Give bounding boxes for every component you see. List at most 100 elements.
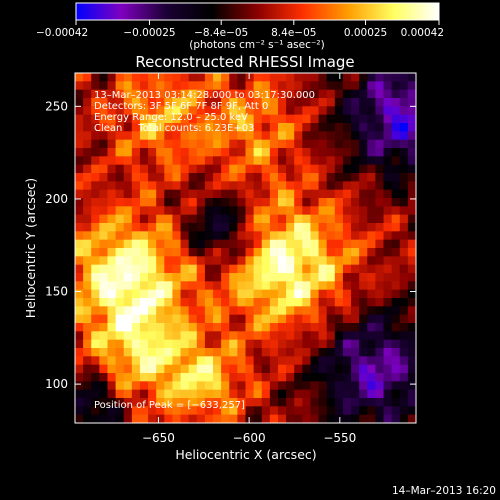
- plot-frame: [74, 72, 417, 424]
- heatmap-cell: [148, 73, 157, 82]
- heatmap-cell: [375, 323, 384, 332]
- heatmap-cell: [188, 281, 198, 291]
- heatmap-cell: [83, 364, 92, 374]
- heatmap-cell: [351, 181, 360, 191]
- heatmap-cell: [286, 214, 295, 224]
- heatmap-cell: [204, 139, 214, 149]
- heatmap-cell: [229, 414, 238, 423]
- heatmap-cell: [164, 331, 173, 341]
- heatmap-cell: [131, 156, 141, 166]
- plot-title: Reconstructed RHESSI Image: [135, 53, 354, 71]
- heatmap-cell: [253, 223, 263, 232]
- heatmap-cell: [294, 131, 303, 141]
- heatmap-cell: [407, 81, 416, 91]
- heatmap-cell: [188, 406, 198, 416]
- heatmap-cell: [83, 214, 92, 224]
- heatmap-cell: [115, 214, 125, 224]
- heatmap-cell: [253, 248, 263, 257]
- heatmap-cell: [342, 264, 352, 274]
- heatmap-cell: [334, 381, 344, 391]
- heatmap-cell: [277, 81, 287, 91]
- heatmap-cell: [99, 373, 108, 382]
- heatmap-cell: [213, 248, 222, 257]
- heatmap-cell: [294, 223, 303, 232]
- heatmap-cell: [310, 198, 319, 207]
- heatmap-cell: [221, 239, 230, 249]
- heatmap-cell: [188, 98, 198, 107]
- heatmap-cell: [180, 406, 190, 416]
- heatmap-cell: [269, 339, 279, 349]
- heatmap-cell: [180, 323, 190, 332]
- heatmap-cell: [294, 373, 303, 382]
- heatmap-cell: [342, 123, 352, 132]
- heatmap-cell: [367, 173, 376, 182]
- heatmap-cell: [196, 164, 206, 174]
- heatmap-cell: [107, 181, 116, 191]
- heatmap-cell: [269, 298, 279, 307]
- heatmap-cell: [107, 156, 116, 166]
- heatmap-cell: [286, 331, 295, 341]
- heatmap-cell: [237, 414, 246, 423]
- heatmap-cell: [302, 248, 311, 257]
- heatmap-cell: [310, 106, 319, 116]
- heatmap-cell: [196, 206, 206, 216]
- heatmap-cell: [334, 114, 344, 124]
- heatmap-cell: [139, 123, 149, 132]
- heatmap-cell: [399, 173, 409, 182]
- heatmap-cell: [75, 148, 84, 157]
- heatmap-cell: [196, 231, 206, 241]
- heatmap-cell: [75, 289, 84, 299]
- heatmap-cell: [180, 189, 190, 199]
- heatmap-cell: [180, 214, 190, 224]
- heatmap-cell: [107, 398, 116, 407]
- heatmap-cell: [172, 239, 181, 249]
- heatmap-cell: [115, 398, 125, 407]
- heatmap-cell: [261, 264, 271, 274]
- heatmap-cell: [367, 414, 376, 423]
- heatmap-cell: [148, 114, 157, 124]
- heatmap-cell: [229, 106, 238, 116]
- heatmap-cell: [342, 148, 352, 157]
- heatmap-cell: [383, 239, 393, 249]
- heatmap-cell: [91, 398, 100, 407]
- heatmap-cell: [318, 331, 328, 341]
- heatmap-cell: [261, 239, 271, 249]
- heatmap-cell: [351, 256, 360, 266]
- heatmap-cell: [180, 89, 190, 99]
- heatmap-cell: [221, 273, 230, 282]
- heatmap-cell: [310, 414, 319, 423]
- heatmap-cell: [115, 289, 125, 299]
- heatmap-cell: [351, 173, 360, 182]
- heatmap-cell: [253, 198, 263, 207]
- heatmap-cell: [188, 156, 198, 166]
- heatmap-cell: [123, 106, 133, 116]
- heatmap-cell: [75, 81, 84, 91]
- heatmap-cell: [399, 289, 409, 299]
- heatmap-cell: [123, 206, 133, 216]
- heatmap-cell: [164, 314, 173, 324]
- heatmap-cell: [245, 156, 255, 166]
- heatmap-cell: [302, 123, 311, 132]
- heatmap-cell: [367, 148, 376, 157]
- heatmap-cell: [221, 414, 230, 423]
- heatmap-cell: [359, 381, 368, 391]
- heatmap-cell: [75, 406, 84, 416]
- heatmap-cell: [253, 164, 263, 174]
- heatmap-cell: [75, 414, 84, 423]
- heatmap-cell: [164, 256, 173, 266]
- heatmap-cell: [229, 248, 238, 257]
- heatmap-cell: [261, 314, 271, 324]
- heatmap-cell: [123, 223, 133, 232]
- heatmap-cell: [164, 89, 173, 99]
- heatmap-cell: [269, 89, 279, 99]
- heatmap-cell: [399, 123, 409, 132]
- heatmap-cell: [318, 381, 328, 391]
- heatmap-cell: [253, 381, 263, 391]
- heatmap-cell: [351, 198, 360, 207]
- heatmap-cell: [286, 106, 295, 116]
- heatmap-cell: [245, 248, 255, 257]
- heatmap-cell: [139, 131, 149, 141]
- heatmap-cell: [334, 273, 344, 282]
- heatmap-cell: [245, 164, 255, 174]
- heatmap-cell: [359, 281, 368, 291]
